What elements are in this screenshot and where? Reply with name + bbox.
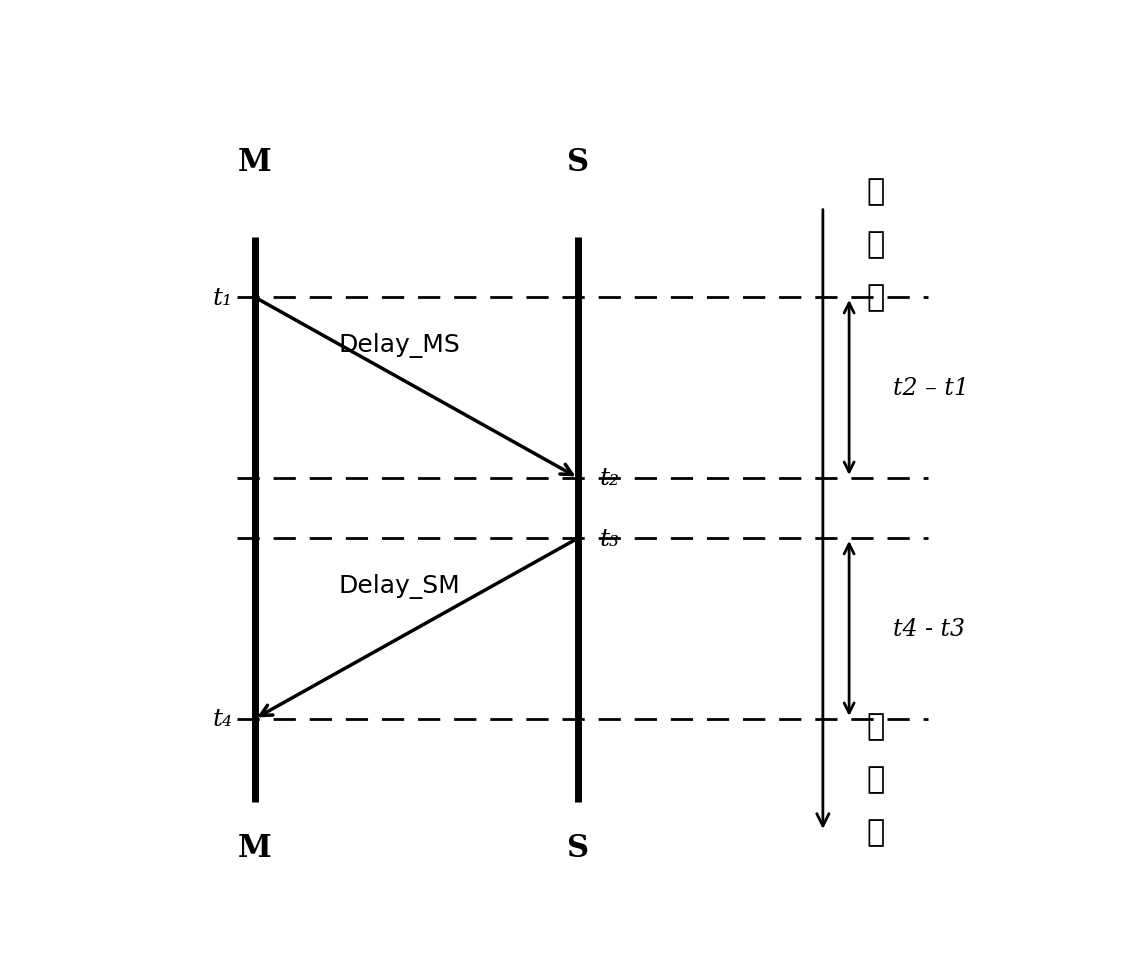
Text: S: S [567,147,589,178]
Text: M: M [238,832,272,863]
Text: 时: 时 [866,711,884,741]
Text: t₄: t₄ [213,707,232,731]
Text: t₂: t₂ [600,467,620,489]
Text: t2 – t1: t2 – t1 [893,376,969,400]
Text: Delay_SM: Delay_SM [338,573,460,599]
Text: 时: 时 [866,178,884,206]
Text: Delay_MS: Delay_MS [338,333,460,358]
Text: 间: 间 [866,764,884,793]
Text: t4 - t3: t4 - t3 [893,617,964,640]
Text: 轴: 轴 [866,817,884,846]
Text: 间: 间 [866,231,884,259]
Text: M: M [238,147,272,178]
Text: S: S [567,832,589,863]
Text: 轴: 轴 [866,282,884,312]
Text: t₃: t₃ [600,527,620,550]
Text: t₁: t₁ [213,286,232,310]
